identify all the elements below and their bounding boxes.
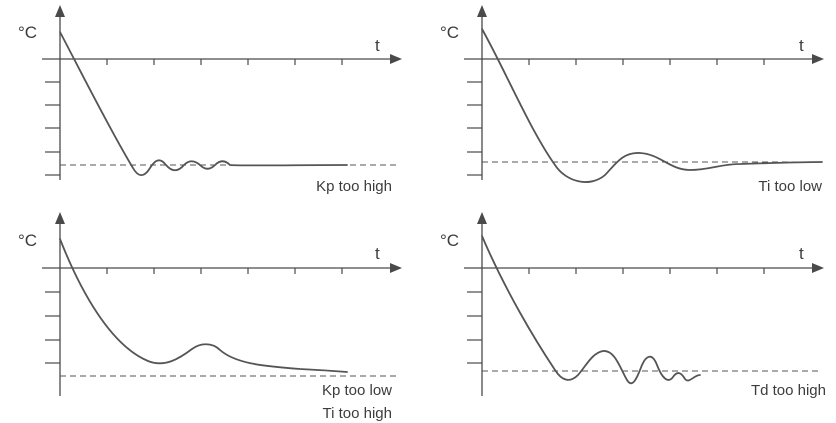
y-axis-arrow [55,212,65,224]
temperature-response-curve [481,235,701,385]
x-axis-arrow [812,263,824,273]
y-ticks [45,81,60,176]
x-axis-label: t [799,36,804,55]
x-ticks [528,268,765,274]
y-ticks [467,291,482,364]
panel-kp-too-low-ti-too-high: °C t Kp too low Ti too high [18,212,402,422]
x-axis-arrow [390,54,402,64]
panel-caption: Kp too high [316,178,392,195]
y-axis-arrow [55,5,65,17]
panel-td-too-high: °C t Td too high [440,212,826,399]
x-axis-label: t [799,244,804,263]
x-ticks [106,268,343,274]
y-axis-arrow [477,212,487,224]
y-ticks [467,81,482,176]
temperature-response-curve [59,238,348,373]
panel-ti-too-low: °C t Ti too low [440,5,824,195]
x-axis-arrow [390,263,402,273]
temperature-response-curve [59,31,348,177]
panel-caption-line-1: Kp too low [322,382,392,399]
panel-caption: Td too high [751,382,826,399]
panel-kp-too-high: °C t Kp too high [18,5,402,195]
x-axis-arrow [812,54,824,64]
y-axis-arrow [477,5,487,17]
y-axis-label: °C [440,23,459,42]
x-ticks [528,59,765,65]
y-axis-label: °C [18,231,37,250]
x-axis-label: t [375,36,380,55]
y-axis-label: °C [18,23,37,42]
x-ticks [106,59,343,65]
y-ticks [45,291,60,364]
y-axis-label: °C [440,231,459,250]
x-axis-label: t [375,244,380,263]
panel-caption-line-2: Ti too high [323,405,393,422]
panel-caption: Ti too low [758,178,822,195]
temperature-response-curve [481,28,823,183]
